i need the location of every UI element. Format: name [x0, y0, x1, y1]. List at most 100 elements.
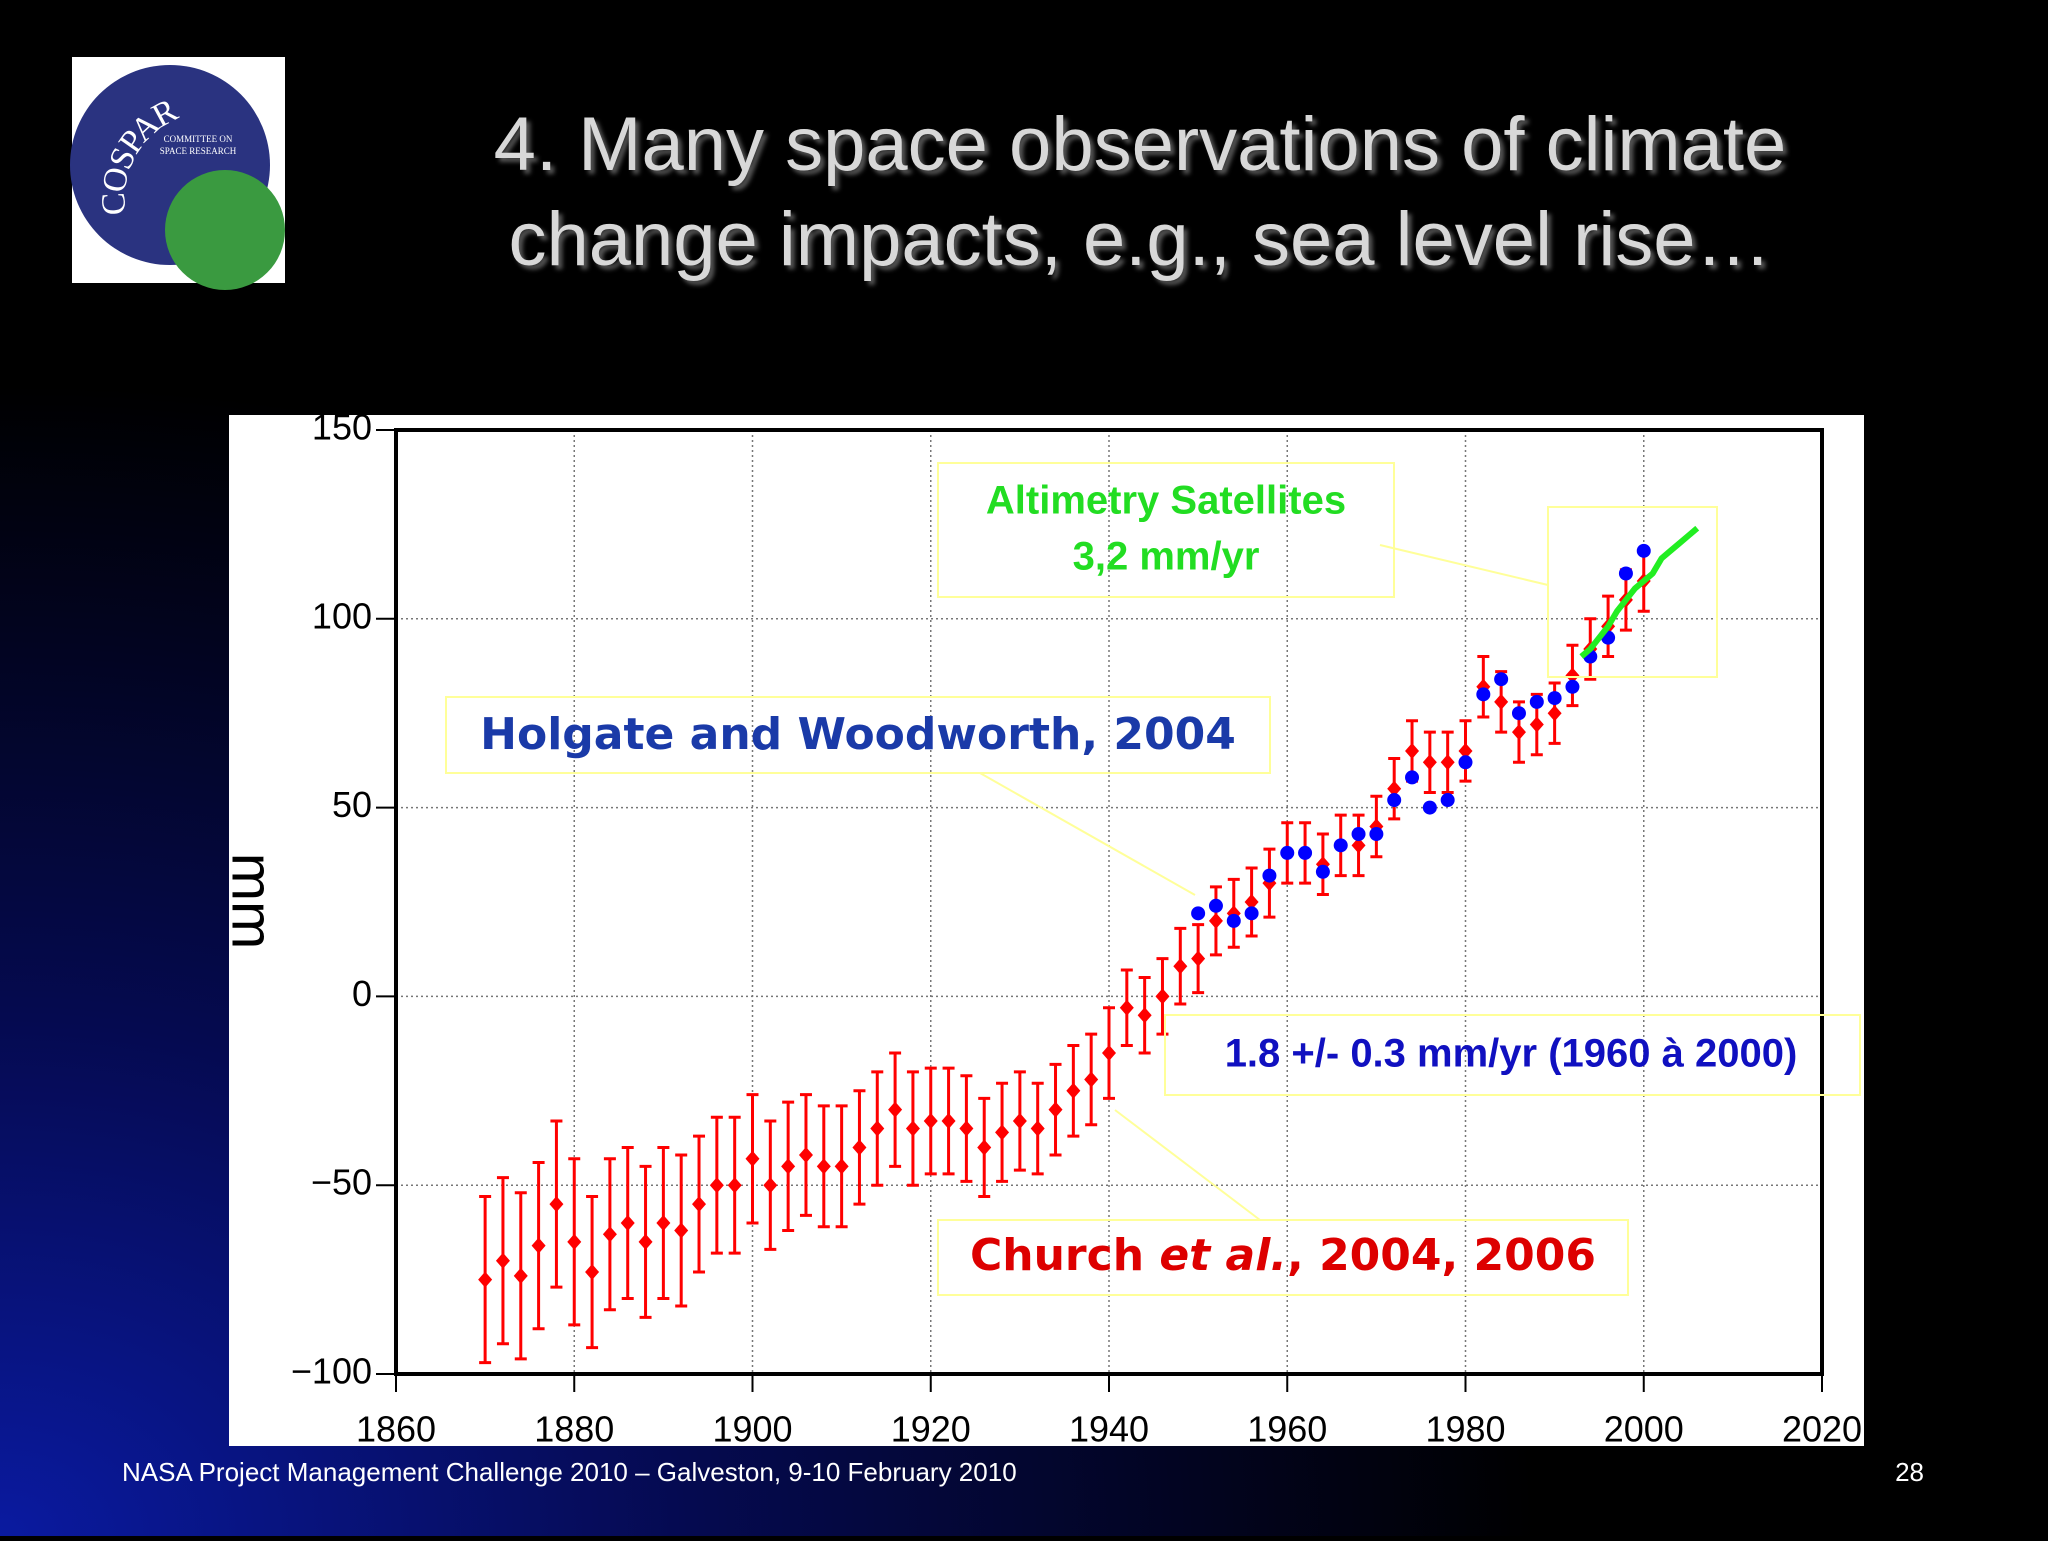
page-number: 28: [1895, 1457, 1924, 1487]
title-line: 4. Many space observations of climate: [494, 102, 1787, 187]
data-point: [602, 1226, 617, 1243]
data-point: [567, 1233, 582, 1250]
data-point: [1458, 742, 1473, 759]
y-tick-label: −50: [311, 1162, 372, 1203]
data-point: [727, 1177, 742, 1194]
data-point: [1405, 770, 1420, 785]
y-tick-label: −100: [291, 1351, 372, 1392]
data-point: [1119, 999, 1134, 1016]
data-point: [620, 1214, 635, 1231]
y-tick-label: 0: [352, 973, 372, 1014]
data-point: [549, 1196, 564, 1213]
y-tick-label: 150: [312, 407, 372, 448]
data-point: [1636, 543, 1651, 558]
chart-panel: [229, 415, 1864, 1446]
data-point: [1048, 1101, 1063, 1118]
footer: NASA Project Management Challenge 2010 –…: [122, 1457, 1017, 1487]
data-point: [638, 1233, 653, 1250]
callout-box: [937, 1219, 1629, 1296]
x-tick-label: 1880: [534, 1409, 614, 1450]
annotation: Church et al., 2004, 2006: [970, 1230, 1596, 1281]
annotation: 3,2 mm/yr: [1073, 535, 1260, 579]
data-point: [1351, 827, 1366, 842]
data-point: [1066, 1082, 1081, 1099]
data-point: [1618, 566, 1633, 581]
data-point: [1440, 754, 1455, 771]
data-point: [656, 1214, 671, 1231]
data-point: [1191, 906, 1206, 921]
callout-box: [1547, 506, 1718, 678]
data-point: [531, 1237, 546, 1254]
plot: −100 −50 0 50 100 150 1860 1880 1900 1920 1940 1960…: [291, 407, 1862, 1450]
data-point: [745, 1150, 760, 1167]
data-point: [1565, 667, 1580, 684]
data-point: [1351, 837, 1366, 854]
data-point: [495, 1252, 510, 1269]
plot-frame: [394, 428, 1824, 1376]
y-tick-label: 100: [312, 595, 372, 636]
data-point: [781, 1158, 796, 1175]
data-point: [1208, 912, 1223, 929]
data-point: [1405, 742, 1420, 759]
data-point: [1547, 691, 1562, 706]
data-point: [478, 1271, 493, 1288]
data-point: [1298, 845, 1313, 860]
title: 4. Many space observations of climate ch…: [494, 102, 1787, 282]
x-tick-label: 1980: [1425, 1409, 1505, 1450]
callout-box: [937, 462, 1395, 598]
data-point: [585, 1264, 600, 1281]
data-point: [1529, 716, 1544, 733]
data-point: [1440, 793, 1455, 808]
data-point: [1494, 672, 1509, 687]
data-point: [1173, 958, 1188, 975]
title-line: change impacts, e.g., sea level rise…: [508, 197, 1771, 282]
annotation: 1.8 +/- 0.3 mm/yr (1960 à 2000): [1225, 1032, 1798, 1076]
data-point: [1012, 1113, 1027, 1130]
logo: COSPAR COMMITTEE ON SPACE RESEARCH: [70, 57, 285, 290]
data-point: [1422, 800, 1437, 815]
data-point: [1511, 706, 1526, 721]
callout-line: [1114, 1109, 1261, 1221]
logo-globe: [165, 170, 285, 290]
data-point: [1102, 1045, 1116, 1062]
x-tick-label: 1900: [712, 1409, 792, 1450]
data-point: [1191, 950, 1206, 967]
data-point: [1422, 754, 1437, 771]
logo-subtitle: COMMITTEE ON: [164, 134, 233, 144]
data-point: [905, 1120, 920, 1137]
data-point: [1084, 1071, 1099, 1088]
data-point: [852, 1139, 867, 1156]
data-point: [959, 1120, 974, 1137]
data-point: [1458, 755, 1473, 770]
x-tick-label: 1860: [356, 1409, 436, 1450]
data-point: [1244, 894, 1259, 910]
data-point: [1529, 694, 1544, 709]
annotation-part: , 2004, 2006: [1287, 1230, 1596, 1281]
data-point: [1137, 1007, 1152, 1024]
data-point: [995, 1124, 1010, 1141]
data-point: [1565, 679, 1580, 694]
data-point: [1511, 724, 1526, 741]
data-point: [1333, 838, 1348, 853]
data-line: [1579, 525, 1700, 659]
data-point: [888, 1101, 903, 1118]
data-point: [1387, 793, 1402, 808]
data-point: [763, 1177, 778, 1194]
callouts: [445, 462, 1861, 1296]
data-point: [816, 1158, 831, 1175]
y-tick-label: 50: [332, 784, 372, 825]
x-tick-label: 2000: [1604, 1409, 1684, 1450]
annotation-part: Church: [970, 1230, 1144, 1281]
data-point: [1387, 780, 1402, 797]
data-point: [1280, 845, 1295, 860]
callout-box: [1164, 1014, 1861, 1096]
data-point: [1494, 693, 1509, 710]
data-point: [1262, 868, 1277, 883]
data-point: [870, 1120, 885, 1137]
callout-box: [445, 696, 1271, 774]
callout-line: [1379, 544, 1549, 586]
data-point: [1369, 827, 1384, 842]
data-point: [923, 1113, 938, 1130]
data-point: [674, 1222, 689, 1239]
